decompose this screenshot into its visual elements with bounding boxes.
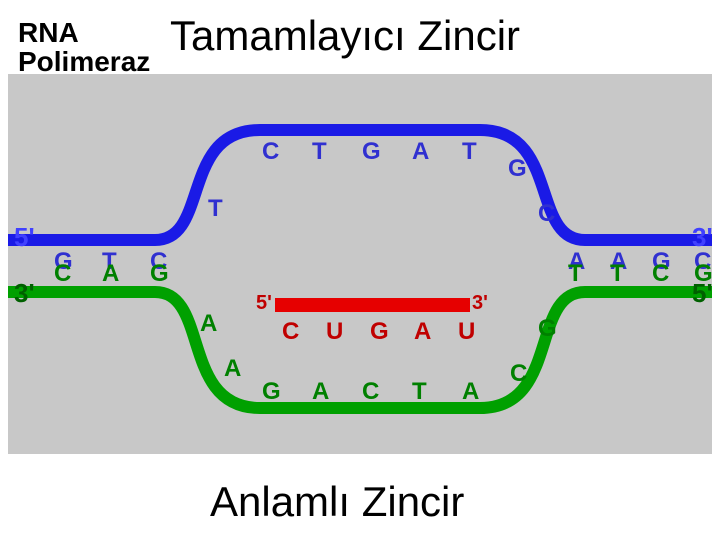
sense-strand-label: Anlamlı Zincir (210, 478, 464, 526)
bottom-outer-right-2: C (652, 260, 669, 288)
bottom-bubble-2: C (362, 378, 379, 406)
bottom-bubble-extra-left-up: A (200, 310, 217, 338)
rna-bar (275, 298, 470, 312)
bottom-bubble-4: A (462, 378, 479, 406)
bottom-outer-right-3: G (694, 260, 713, 288)
end-5prime-top-left: 5' (14, 222, 35, 253)
bottom-outer-right-1: T (610, 260, 625, 288)
bottom-outer-right-0: T (568, 260, 583, 288)
top-bubble-4: T (462, 138, 477, 166)
top-bubble-3: A (412, 138, 429, 166)
top-bubble-extra-right-down: C (538, 200, 555, 228)
rna-5prime: 5' (256, 292, 272, 315)
end-3prime-bottom-left: 3' (14, 278, 35, 309)
bottom-bubble-0: G (262, 378, 281, 406)
bottom-outer-left-2: G (150, 260, 169, 288)
bottom-bubble-1: A (312, 378, 329, 406)
bottom-bubble-extra-left-down: A (224, 355, 241, 383)
top-bubble-extra-right-up: G (508, 155, 527, 183)
rna-3prime: 3' (472, 292, 488, 315)
bottom-bubble-extra-right-down: C (510, 360, 527, 388)
rna-base-3: A (414, 318, 431, 346)
bottom-outer-left-0: C (54, 260, 71, 288)
top-bubble-0: C (262, 138, 279, 166)
top-bubble-1: T (312, 138, 327, 166)
bottom-bubble-3: T (412, 378, 427, 406)
rna-base-0: C (282, 318, 299, 346)
complementary-strand-label: Tamamlayıcı Zincir (170, 12, 520, 60)
top-bubble-extra-left: T (208, 195, 223, 223)
rna-polymerase-text: RNA Polimeraz (18, 17, 150, 77)
rna-base-2: G (370, 318, 389, 346)
rna-base-4: U (458, 318, 475, 346)
rna-polymerase-label: RNA Polimeraz (18, 18, 150, 77)
top-strand-path (8, 130, 712, 240)
bottom-bubble-extra-right-up: G (538, 315, 557, 343)
top-bubble-2: G (362, 138, 381, 166)
rna-base-1: U (326, 318, 343, 346)
bottom-outer-left-1: A (102, 260, 119, 288)
